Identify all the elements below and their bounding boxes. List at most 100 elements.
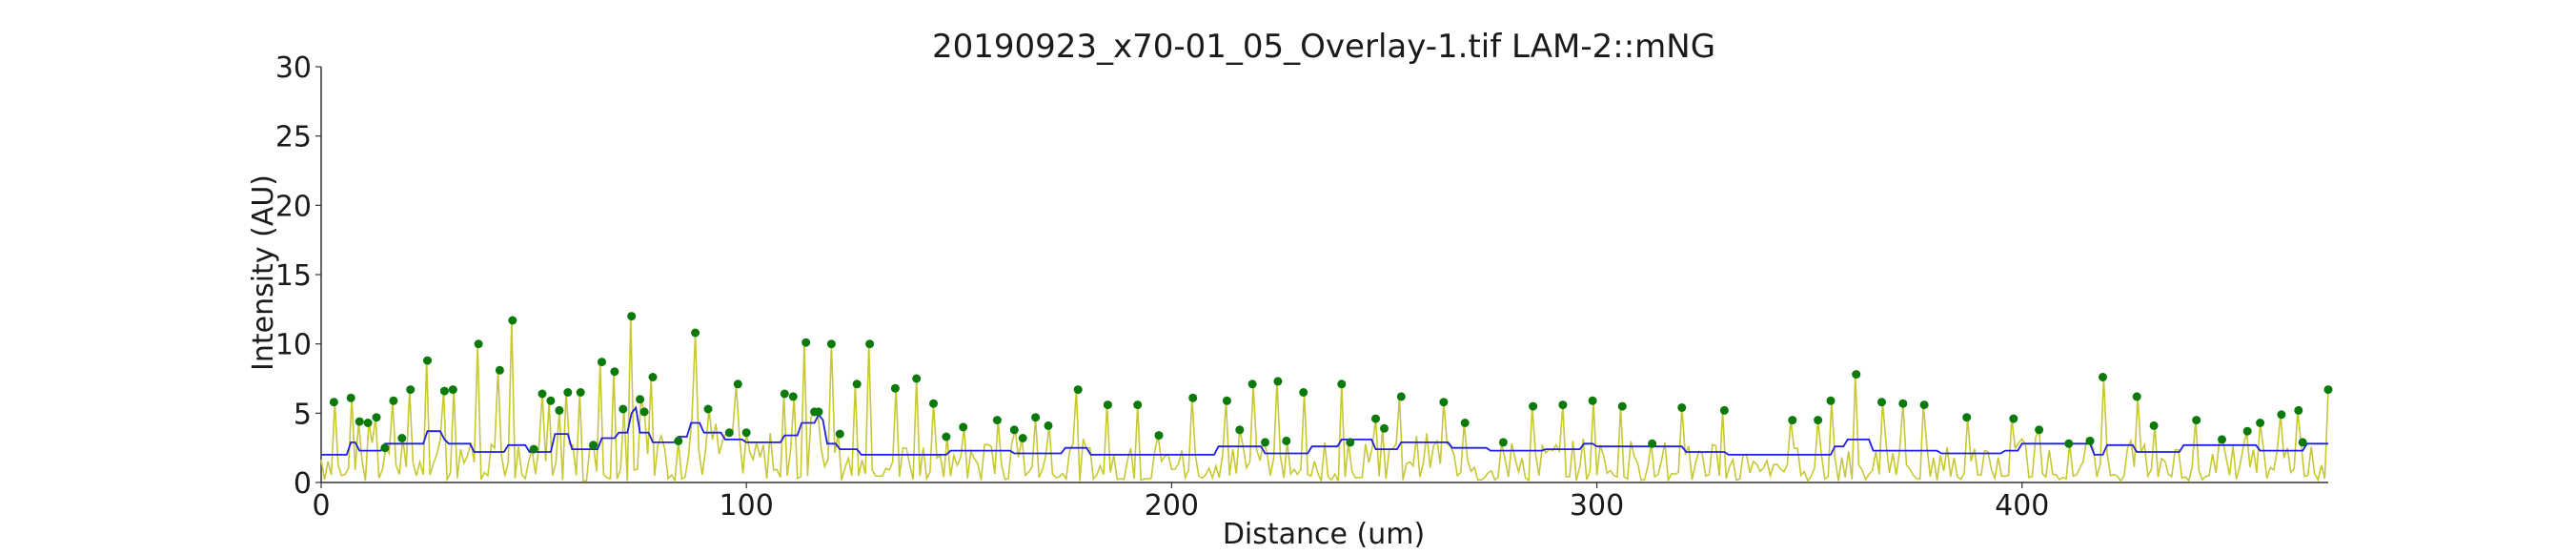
- peak-point: [1154, 431, 1164, 441]
- peak-point: [1337, 380, 1347, 389]
- peak-point: [1919, 400, 1929, 410]
- peak-point: [2009, 414, 2018, 423]
- peak-point: [474, 339, 483, 349]
- y-tick-label: 25: [275, 121, 312, 154]
- peak-point: [639, 407, 649, 417]
- peak-markers: [329, 312, 2333, 454]
- intensity-trace: [320, 316, 2329, 483]
- y-axis-label: Intensity (AU): [247, 174, 280, 371]
- x-tick-label: 300: [1570, 489, 1624, 523]
- peak-point: [1788, 416, 1797, 425]
- peak-point: [2099, 373, 2107, 381]
- peak-point: [636, 395, 645, 404]
- peak-point: [890, 383, 900, 393]
- peak-point: [1282, 436, 1291, 445]
- y-tick-label: 10: [275, 329, 312, 362]
- peak-point: [406, 385, 416, 395]
- peak-point: [1044, 421, 1053, 430]
- peak-point: [741, 428, 751, 438]
- peak-point: [835, 429, 844, 439]
- peak-point: [529, 444, 538, 454]
- peak-point: [1261, 438, 1269, 447]
- x-axis-label: Distance (um): [1223, 518, 1425, 549]
- peak-point: [2323, 385, 2333, 395]
- peak-point: [1346, 438, 1355, 447]
- x-tick-label: 400: [1995, 489, 2049, 523]
- peak-point: [2035, 425, 2044, 435]
- peak-point: [1299, 388, 1308, 397]
- peak-point: [1617, 401, 1627, 411]
- peak-point: [1826, 396, 1836, 405]
- peak-point: [1133, 400, 1143, 410]
- peak-point: [610, 367, 619, 377]
- peak-point: [346, 393, 355, 402]
- peak-point: [2298, 438, 2307, 447]
- peak-point: [1852, 370, 1861, 380]
- y-tick-label: 30: [275, 51, 312, 85]
- peak-point: [852, 380, 862, 389]
- peak-point: [959, 422, 968, 432]
- peak-point: [1235, 425, 1245, 435]
- peak-point: [1380, 423, 1389, 433]
- peak-point: [538, 389, 547, 399]
- peak-point: [691, 328, 700, 338]
- peak-point: [397, 434, 407, 442]
- peak-point: [1588, 396, 1597, 405]
- peak-point: [826, 339, 836, 349]
- peak-point: [2149, 421, 2159, 430]
- peak-point: [2085, 436, 2095, 445]
- peak-point: [2218, 435, 2226, 444]
- peak-point: [780, 389, 789, 399]
- peak-point: [703, 404, 713, 414]
- baseline-line: [321, 405, 2328, 456]
- peak-point: [1439, 398, 1449, 407]
- peak-point: [1962, 413, 1972, 422]
- y-tick-label: 5: [294, 398, 312, 431]
- chart-title: 20190923_x70-01_05_Overlay-1.tif LAM-2::…: [932, 28, 1715, 66]
- peak-point: [929, 399, 938, 408]
- peak-point: [598, 358, 606, 367]
- y-tick-label: 15: [275, 259, 312, 293]
- peak-point: [589, 441, 598, 450]
- peak-point: [1222, 396, 1231, 405]
- peak-point: [380, 443, 390, 453]
- peak-point: [1558, 400, 1568, 410]
- peak-point: [1719, 405, 1729, 415]
- x-tick-label: 200: [1145, 489, 1199, 523]
- peak-point: [439, 386, 449, 396]
- peak-point: [619, 404, 628, 414]
- peak-point: [801, 338, 811, 347]
- peak-point: [495, 365, 504, 375]
- peak-point: [1498, 438, 1508, 447]
- peak-point: [724, 428, 734, 438]
- peak-point: [627, 312, 637, 321]
- peak-point: [2277, 410, 2286, 420]
- peak-point: [1018, 434, 1027, 442]
- peak-point: [355, 417, 364, 426]
- peak-point: [2294, 405, 2303, 415]
- y-tick-label: 20: [275, 190, 312, 223]
- peak-point: [912, 374, 922, 383]
- x-tick-label: 0: [312, 489, 330, 523]
- peak-point: [942, 432, 951, 441]
- peak-point: [865, 339, 875, 349]
- peak-point: [2242, 426, 2252, 436]
- peak-point: [508, 316, 517, 325]
- peak-point: [1371, 414, 1380, 423]
- x-tick-label: 100: [720, 489, 774, 523]
- peak-point: [563, 388, 573, 397]
- peak-point: [992, 416, 1002, 425]
- peak-point: [1396, 392, 1406, 401]
- peak-point: [2064, 439, 2074, 448]
- intensity-line: [320, 316, 2329, 483]
- peak-point: [363, 419, 373, 427]
- baseline-series-line: [321, 405, 2328, 456]
- peak-point: [2192, 416, 2201, 425]
- peak-point: [2132, 392, 2141, 401]
- peak-point: [1529, 401, 1538, 411]
- y-tick-label: 0: [294, 467, 312, 501]
- peak-point: [329, 398, 338, 407]
- peak-point: [648, 373, 658, 381]
